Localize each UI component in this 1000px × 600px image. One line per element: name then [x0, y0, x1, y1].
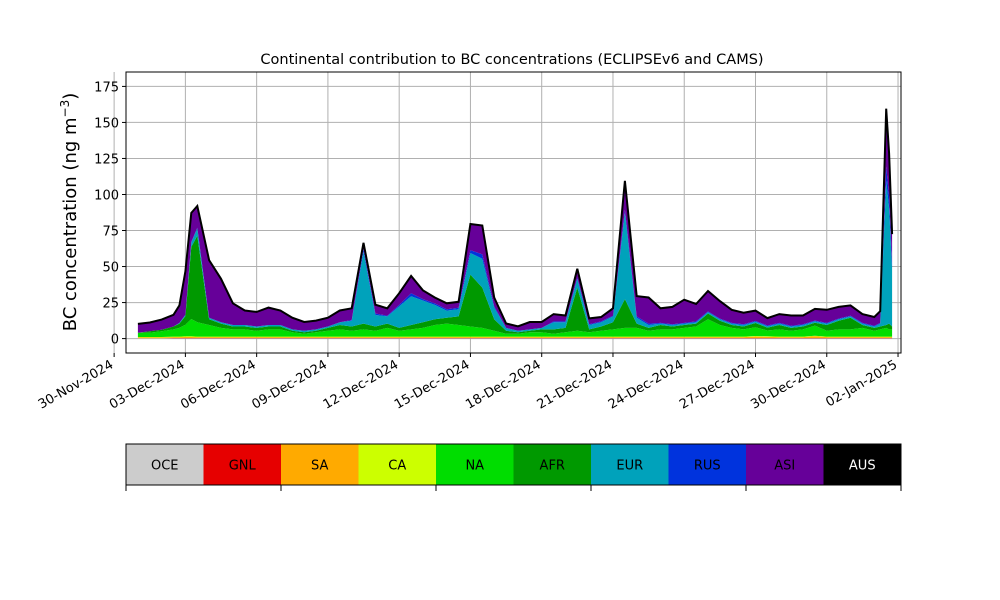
y-axis-label-tail: ) [60, 93, 81, 100]
y-axis-ticks: 0 25 50 75 100 125 150 175 [94, 80, 126, 348]
legend-swatch-aus [823, 444, 901, 485]
x-axis-ticks: 30-Nov-202403-Dec-202406-Dec-202409-Dec-… [36, 353, 900, 413]
legend-swatch-gnl [203, 444, 281, 485]
legend-swatch-na [436, 444, 514, 485]
legend-swatch-afr [513, 444, 591, 485]
y-tick-label: 50 [102, 261, 119, 276]
x-tick-label: 21-Dec-2024 [535, 357, 615, 412]
y-tick-label: 0 [111, 333, 119, 348]
legend-swatch-asi [746, 444, 824, 485]
legend-label-afr: AFR [540, 459, 565, 474]
legend-swatch-rus [668, 444, 746, 485]
y-tick-label: 100 [94, 188, 119, 203]
y-axis-label: BC concentration (ng m−3) [58, 93, 81, 332]
x-tick-label: 30-Dec-2024 [748, 357, 828, 412]
x-tick-label: 15-Dec-2024 [392, 357, 472, 412]
x-tick-label: 12-Dec-2024 [321, 357, 401, 412]
legend-label-na: NA [465, 459, 484, 474]
x-tick-label: 06-Dec-2024 [178, 357, 258, 412]
area-asi [137, 108, 893, 333]
legend-swatch-sa [281, 444, 359, 485]
y-tick-label: 125 [94, 152, 119, 167]
stacked-areas [137, 108, 894, 339]
area-sa [137, 336, 893, 339]
y-tick-label: 75 [102, 225, 119, 240]
legend-label-eur: EUR [616, 459, 643, 474]
legend-label-aus: AUS [849, 459, 876, 474]
legend-colorbar: OCE GNL SA CA NA AFR EUR RUS ASI AUS [125, 443, 902, 491]
x-tick-label: 27-Dec-2024 [677, 357, 757, 412]
legend-label-oce: OCE [151, 459, 179, 474]
x-tick-label: 18-Dec-2024 [463, 357, 543, 412]
legend-label-ca: CA [388, 459, 406, 474]
y-tick-label: 175 [94, 80, 119, 95]
y-tick-label: 25 [102, 297, 119, 312]
x-tick-label: 03-Dec-2024 [107, 357, 187, 412]
legend-swatch-oce [126, 444, 204, 485]
area-na [137, 319, 893, 337]
plot-frame [125, 71, 902, 354]
legend-swatch-eur [591, 444, 669, 485]
area-aus [137, 108, 893, 327]
legend-label-sa: SA [311, 459, 328, 474]
total-outline [137, 108, 894, 328]
legend-swatch-ca [358, 444, 436, 485]
area-afr [137, 235, 893, 334]
x-tick-label: 02-Jan-2025 [823, 357, 900, 410]
legend-label-asi: ASI [774, 459, 795, 474]
area-ca [137, 335, 893, 338]
x-tick-label: 09-Dec-2024 [250, 357, 330, 412]
legend-label-rus: RUS [694, 459, 721, 474]
chart-title: Continental contribution to BC concentra… [260, 52, 763, 68]
legend-label-gnl: GNL [229, 459, 257, 474]
area-eur [137, 180, 893, 333]
x-tick-label: 24-Dec-2024 [606, 357, 686, 412]
y-axis-label-exponent: −3 [58, 100, 72, 118]
legend-frame [125, 443, 902, 486]
x-tick-label: 30-Nov-2024 [36, 357, 116, 412]
area-rus [137, 166, 893, 333]
y-tick-label: 150 [94, 116, 119, 131]
